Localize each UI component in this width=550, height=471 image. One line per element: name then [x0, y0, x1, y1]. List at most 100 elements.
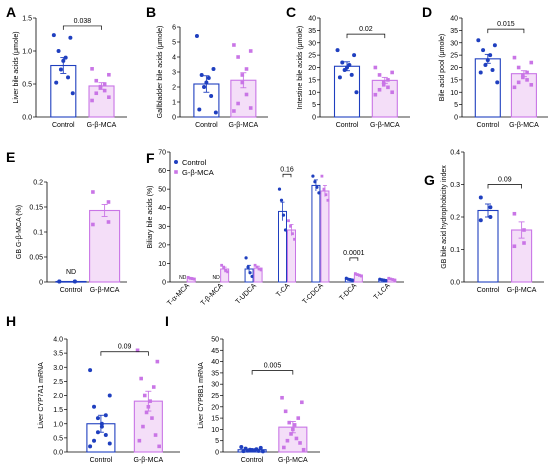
data-point — [94, 91, 99, 96]
data-point — [355, 273, 359, 276]
y-tick-label: 30 — [211, 382, 219, 389]
data-point — [260, 449, 265, 454]
y-tick-label: 50 — [211, 337, 219, 344]
x-category-label: T-DCA — [338, 282, 358, 302]
y-tick-label: 40 — [211, 359, 219, 366]
data-point — [241, 449, 246, 454]
data-point — [349, 72, 354, 77]
data-point — [293, 237, 296, 241]
x-category-label: T-LCA — [373, 282, 392, 301]
data-point — [72, 279, 77, 284]
data-point — [57, 279, 62, 284]
data-point — [222, 265, 226, 269]
data-point — [516, 65, 521, 70]
data-point — [285, 438, 290, 443]
data-point — [211, 67, 216, 71]
data-point — [347, 63, 352, 68]
y-tick-label: 30 — [308, 40, 316, 47]
data-point — [99, 421, 104, 426]
data-point — [146, 405, 151, 409]
y-tick-label: 0.0 — [22, 115, 32, 122]
y-axis-label: Bile acid pool (μmole) — [439, 34, 446, 101]
data-point — [373, 65, 378, 70]
x-category-label: Control — [195, 122, 218, 129]
data-point — [240, 80, 245, 85]
panel-h: H 0.0 0.5 1.0 1.5 2.0 2.5 3.0 3.5 4.0 Liver CYP7A1… — [6, 313, 180, 464]
data-point — [236, 55, 240, 59]
data-point — [389, 277, 393, 281]
data-point — [150, 416, 154, 420]
data-point — [186, 275, 190, 279]
data-point — [350, 278, 354, 282]
x-category-label: G-β-MCA — [509, 122, 539, 129]
p-value-label: 0.005 — [264, 363, 282, 370]
y-tick-label: 2.5 — [53, 379, 63, 386]
data-point — [188, 276, 192, 280]
y-tick-label: 0.0 — [53, 450, 63, 457]
data-point — [381, 83, 386, 87]
y-tick-label: 0.5 — [22, 82, 32, 89]
data-point — [292, 423, 297, 427]
y-tick-label: 1.0 — [53, 421, 63, 428]
data-point — [340, 60, 345, 65]
x-category-label: T-CDCA — [301, 282, 325, 306]
data-point — [91, 222, 95, 227]
data-point — [226, 270, 230, 274]
y-tick-label: 0.05 — [29, 255, 43, 262]
data-point — [256, 448, 261, 453]
data-point — [492, 43, 497, 48]
data-point — [240, 73, 245, 77]
data-point — [236, 101, 240, 106]
y-tick-label: 0.5 — [53, 435, 63, 442]
data-point — [92, 404, 97, 409]
y-tick-label: 0 — [172, 115, 176, 122]
panel-letter: H — [6, 313, 16, 329]
data-point — [258, 445, 263, 450]
data-point — [352, 53, 357, 58]
data-point — [337, 75, 342, 80]
data-point — [279, 198, 284, 202]
bar — [287, 229, 296, 283]
y-tick-label: 5 — [312, 102, 316, 109]
y-tick-label: 0 — [39, 280, 43, 287]
y-tick-label: 50 — [158, 187, 166, 194]
y-tick-label: 5 — [215, 438, 219, 445]
panel-f: F 0 10 20 30 40 50 60 70 Biliary bile acids (%) ND… — [146, 150, 404, 307]
panel-c: C 0 5 10 15 20 25 30 35 40 Intestine bile acids (μ… — [286, 4, 410, 129]
data-point — [289, 224, 292, 228]
panel-letter: B — [146, 4, 156, 20]
y-tick-label: 0 — [454, 115, 458, 122]
data-point — [287, 420, 292, 425]
data-point — [294, 436, 299, 441]
data-point — [478, 70, 483, 75]
data-point — [522, 241, 526, 245]
y-tick-label: 20 — [450, 65, 458, 72]
data-point — [213, 110, 218, 115]
bar — [320, 190, 330, 283]
data-point — [92, 438, 97, 443]
y-tick-label: 10 — [308, 90, 316, 97]
panel-i: I 0 5 10 15 20 25 30 35 40 45 50 Liver CYP8B1 mRNA Co… — [165, 313, 320, 464]
data-point — [232, 43, 236, 47]
significance-bracket — [346, 33, 386, 39]
y-tick-label: 60 — [158, 168, 166, 175]
data-point — [478, 218, 483, 223]
data-point — [384, 278, 388, 283]
panel-letter: A — [6, 4, 16, 20]
data-point — [194, 34, 199, 38]
y-tick-label: 1 — [172, 100, 176, 107]
bar — [89, 209, 121, 283]
data-point — [248, 106, 253, 110]
data-point — [95, 430, 100, 435]
data-point — [490, 67, 495, 72]
data-point — [245, 448, 250, 453]
data-point — [287, 219, 290, 223]
data-point — [220, 263, 224, 267]
panel-letter: E — [6, 149, 15, 165]
bar — [55, 280, 87, 283]
data-point — [291, 232, 294, 236]
y-tick-label: 15 — [450, 77, 458, 84]
y-tick-label: 40 — [158, 205, 166, 212]
y-tick-label: 0.2 — [450, 215, 460, 222]
data-point — [298, 441, 302, 445]
